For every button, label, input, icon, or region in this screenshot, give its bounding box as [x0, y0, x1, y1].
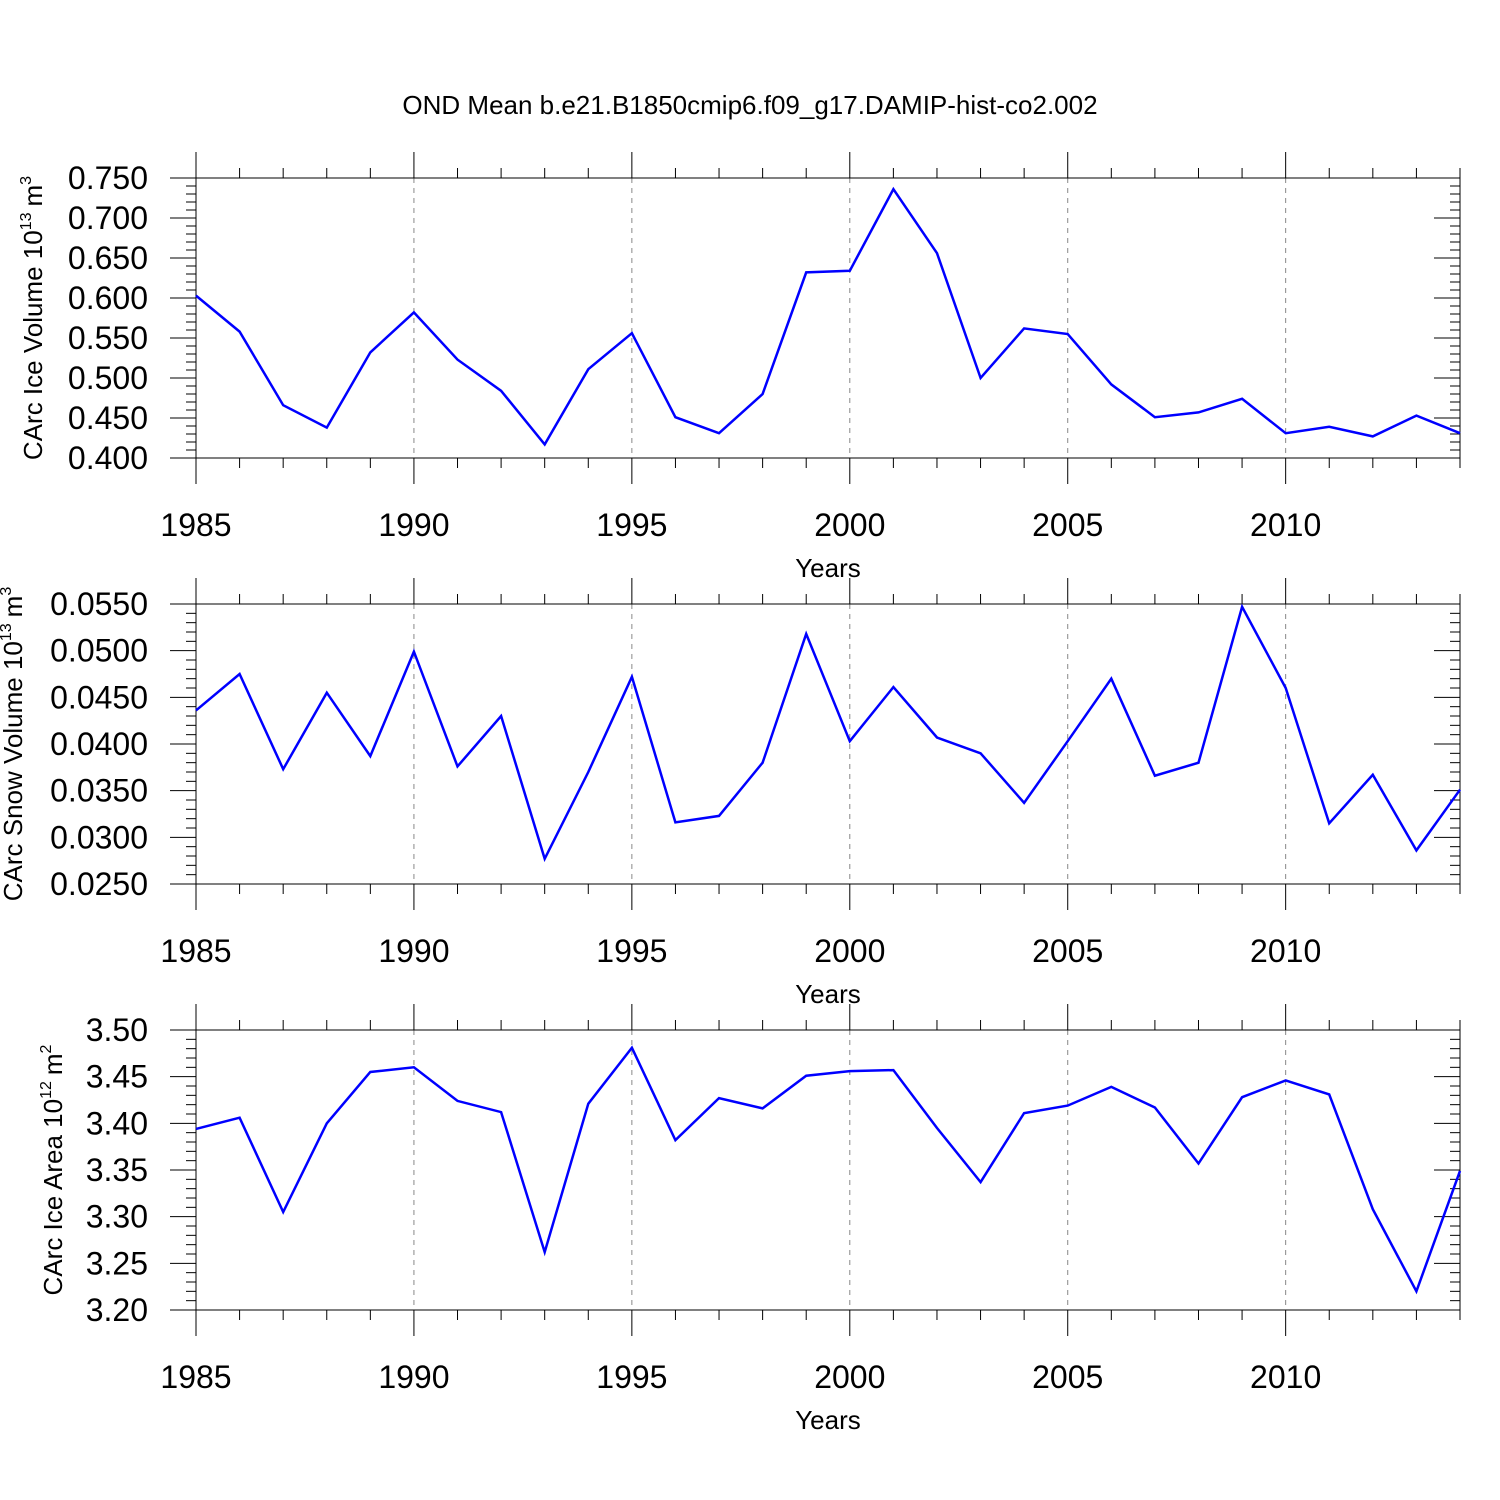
x-tick-label: 2010 [1250, 507, 1321, 543]
panel-3: 1985 1990 1995 2000 2005 2010 Years 3.20 3.25 3.3… [38, 1004, 1462, 1435]
chart-title: OND Mean b.e21.B1850cmip6.f09_g17.DAMIP-… [402, 90, 1097, 120]
y-tick-label: 0.600 [68, 280, 148, 316]
x-tick-label: 1990 [378, 507, 449, 543]
x-tick-label: 2010 [1250, 1359, 1321, 1395]
y-tick-label: 0.450 [68, 400, 148, 436]
y-axis-label: CArc Snow Volume 1013m3 [0, 587, 28, 902]
x-tick-label: 2000 [814, 507, 885, 543]
y-tick-label: 0.0450 [50, 679, 148, 715]
x-tick-label: 1990 [378, 1359, 449, 1395]
series-line [195, 603, 1462, 863]
y-tick-label: 3.35 [86, 1152, 148, 1188]
y-tick-label: 3.25 [86, 1245, 148, 1281]
y-tick-label: 3.40 [86, 1105, 148, 1141]
x-axis-label: Years [795, 979, 861, 1009]
y-tick-label: 3.50 [86, 1012, 148, 1048]
x-tick-label: 2005 [1032, 1359, 1103, 1395]
y-axis-label: CArc Ice Area 1012m2 [38, 1044, 68, 1295]
x-tick-label: 2000 [814, 933, 885, 969]
y-tick-label: 0.0500 [50, 633, 148, 669]
x-tick-label: 1995 [596, 933, 667, 969]
y-tick-label: 0.0550 [50, 586, 148, 622]
x-tick-label: 1995 [596, 507, 667, 543]
y-tick-label: 0.400 [68, 440, 148, 476]
series-line [195, 1045, 1462, 1295]
x-tick-label: 2000 [814, 1359, 885, 1395]
series-line [195, 186, 1461, 447]
panel-2: 1985 1990 1995 2000 2005 2010 Years 0.0250 0.030… [0, 578, 1462, 1009]
y-tick-label: 0.650 [68, 240, 148, 276]
y-axis-label: CArc Ice Volume 1013m3 [18, 176, 48, 460]
x-tick-label: 2005 [1032, 507, 1103, 543]
y-tick-label: 0.0350 [50, 773, 148, 809]
x-tick-label: 2010 [1250, 933, 1321, 969]
y-tick-label: 0.700 [68, 200, 148, 236]
y-tick-label: 0.0400 [50, 726, 148, 762]
y-tick-label: 3.45 [86, 1059, 148, 1095]
y-tick-label: 3.20 [86, 1292, 148, 1328]
x-axis-label: Years [795, 553, 861, 583]
x-tick-label: 1985 [160, 1359, 231, 1395]
y-tick-label: 0.750 [68, 160, 148, 196]
y-tick-label: 0.0300 [50, 819, 148, 855]
panel-1: 1985 1990 1995 2000 2005 2010 Years 0.400 0.450 0… [18, 152, 1461, 583]
plot-frame [195, 177, 1461, 459]
y-tick-label: 0.550 [68, 320, 148, 356]
x-tick-label: 1990 [378, 933, 449, 969]
x-tick-label: 2005 [1032, 933, 1103, 969]
x-axis-label: Years [795, 1405, 861, 1435]
y-tick-label: 3.30 [86, 1199, 148, 1235]
x-tick-label: 1995 [596, 1359, 667, 1395]
x-tick-label: 1985 [160, 933, 231, 969]
x-tick-label: 1985 [160, 507, 231, 543]
y-tick-label: 0.500 [68, 360, 148, 396]
y-tick-label: 0.0250 [50, 866, 148, 902]
